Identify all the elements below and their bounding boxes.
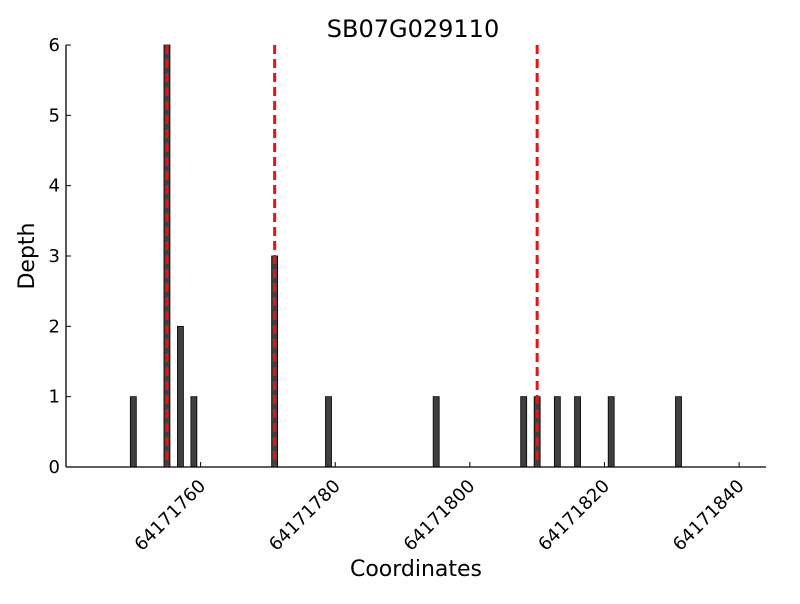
- marker-lines-layer: [165, 45, 539, 467]
- depth-bar: [177, 325, 184, 468]
- x-tick-label: 64171840: [669, 476, 749, 556]
- x-tick-label: 64171820: [534, 476, 614, 556]
- depth-bar: [675, 396, 682, 468]
- depth-bar: [607, 396, 615, 468]
- depth-bar: [325, 396, 332, 468]
- chart-title: SB07G029110: [327, 15, 499, 43]
- depth-bar: [432, 396, 440, 468]
- depth-bar: [520, 396, 528, 468]
- bars-layer: [129, 44, 682, 468]
- x-tick-label: 64171780: [265, 476, 345, 556]
- y-tick-label: 2: [49, 316, 60, 337]
- x-tick-label: 64171800: [400, 476, 480, 556]
- y-axis-title: Depth: [15, 222, 40, 289]
- x-axis-ticks: 64171760 64171780 64171800 64171820 64171840: [131, 462, 749, 555]
- depth-bar: [129, 396, 137, 468]
- y-tick-label: 5: [49, 105, 60, 126]
- y-axis-ticks: 0 1 2 3 4 5 6: [49, 35, 71, 478]
- y-tick-label: 1: [49, 387, 60, 408]
- y-tick-label: 0: [49, 457, 60, 478]
- y-tick-label: 6: [49, 35, 60, 56]
- y-tick-label: 3: [49, 246, 60, 267]
- depth-bar: [574, 396, 581, 468]
- depth-bar: [553, 396, 561, 468]
- x-axis-title: Coordinates: [350, 557, 482, 582]
- depth-bar: [190, 396, 198, 468]
- axes-layer: [65, 45, 766, 468]
- x-tick-label: 64171760: [131, 476, 211, 556]
- y-tick-label: 4: [49, 176, 60, 197]
